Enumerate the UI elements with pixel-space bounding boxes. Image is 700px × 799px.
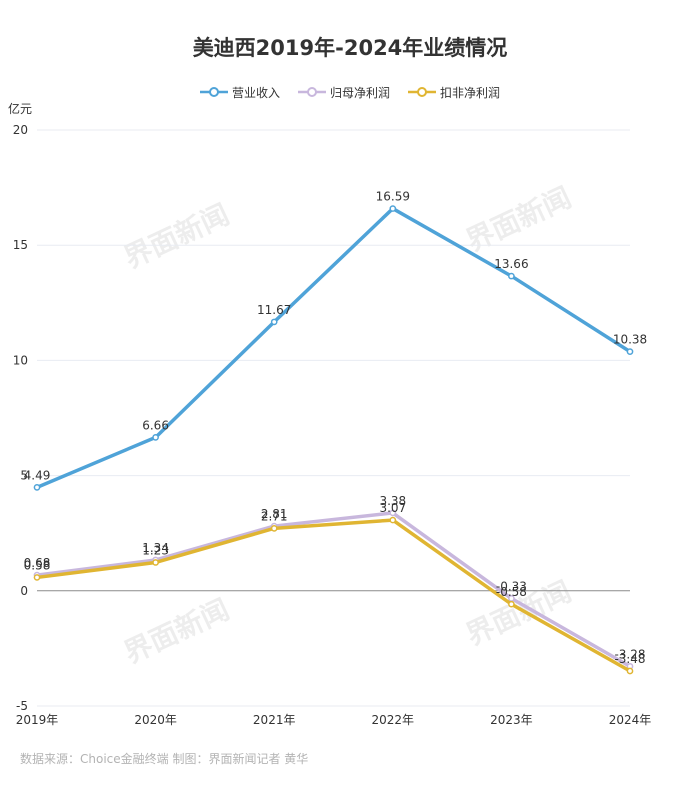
data-label: 13.66 (494, 257, 528, 271)
data-point (508, 272, 515, 280)
series-line-2 (35, 511, 632, 669)
data-label: 3.38 (379, 494, 406, 508)
data-point (626, 667, 634, 675)
legend-item-revenue[interactable]: 营业收入 (199, 83, 280, 101)
data-label: -0.33 (496, 579, 527, 593)
data-label: 11.67 (257, 303, 291, 317)
data-point (270, 318, 278, 326)
y-tick-label: 5 (20, 469, 28, 483)
data-point (152, 434, 159, 441)
legend-line-marker-icon (408, 87, 436, 97)
legend-line-marker-icon (199, 87, 228, 97)
source-note: 数据来源：Choice金融终端 制图：界面新闻记者 黄华 (20, 752, 309, 766)
data-label: 2.71 (261, 509, 288, 523)
legend-label: 营业收入 (231, 85, 280, 100)
data-label: 1.23 (142, 543, 169, 557)
data-label: 6.66 (142, 418, 169, 432)
legend: 营业收入 归母净利润 扣非净利润 (0, 83, 700, 101)
data-label: -3.48 (614, 652, 645, 666)
x-tick-label: 2024年 (609, 713, 652, 727)
y-tick-label: 15 (13, 238, 28, 252)
legend-item-net-profit[interactable]: 归母净利润 (297, 83, 390, 101)
x-tick-label: 2020年 (134, 713, 177, 727)
data-label: 16.59 (376, 190, 410, 204)
y-tick-label: 0 (20, 584, 28, 598)
x-tick-label: 2019年 (16, 713, 59, 727)
data-point (152, 559, 159, 566)
chart-title: 美迪西2019年-2024年业绩情况 (192, 36, 508, 60)
legend-label: 归母净利润 (329, 85, 390, 100)
data-point (270, 525, 278, 532)
legend-label: 扣非净利润 (440, 85, 501, 100)
data-point (626, 348, 634, 355)
y-tick-label: -5 (16, 699, 28, 713)
data-point (33, 574, 41, 581)
data-label: -3.28 (614, 647, 645, 661)
data-label: 3.07 (379, 501, 406, 515)
data-label: 0.68 (24, 556, 51, 570)
data-label: 0.58 (24, 558, 51, 572)
data-point (389, 509, 397, 517)
x-tick-label: 2022年 (372, 713, 415, 727)
data-point (389, 205, 397, 212)
x-tick-label: 2023年 (490, 713, 533, 727)
data-point (508, 600, 515, 608)
legend-line-marker-icon (297, 87, 326, 97)
y-axis-unit: 亿元 (8, 102, 33, 116)
data-point (33, 484, 41, 491)
series-line-3 (35, 518, 632, 673)
legend-item-deducted-profit[interactable]: 扣非净利润 (408, 83, 500, 101)
data-label: 1.34 (142, 541, 169, 555)
data-label: 10.38 (613, 333, 647, 347)
y-tick-label: 10 (13, 353, 28, 367)
data-label: 4.49 (24, 468, 51, 482)
data-label: 2.81 (261, 507, 288, 521)
data-point (389, 516, 397, 524)
series-line-1 (35, 206, 632, 490)
y-tick-label: 20 (13, 123, 28, 137)
x-tick-label: 2021年 (253, 713, 296, 727)
data-label: -0.58 (496, 585, 527, 599)
